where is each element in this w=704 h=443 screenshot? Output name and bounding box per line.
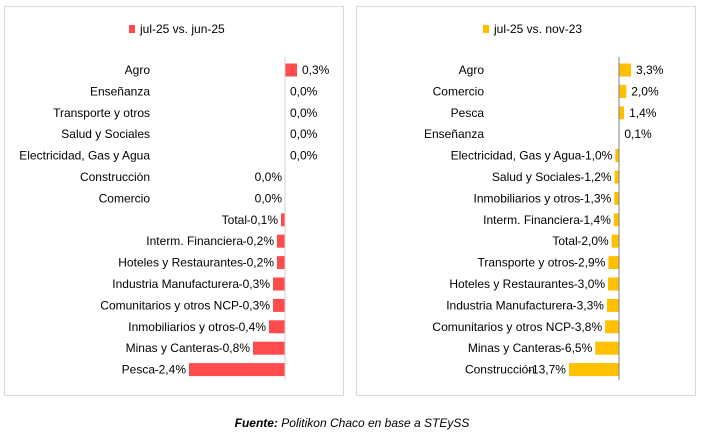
- bar: [606, 298, 619, 312]
- data-label: -13,7%: [528, 363, 566, 377]
- legend-label: jul-25 vs. jun-25: [139, 22, 225, 36]
- category-label: Comercio: [433, 84, 485, 98]
- category-label: Enseñanza: [90, 84, 150, 98]
- data-label: 0,0%: [255, 170, 283, 184]
- data-label: 0,0%: [290, 84, 318, 98]
- category-label: Minas y Canteras: [468, 341, 561, 355]
- category-label: Total: [552, 234, 577, 248]
- bar: [595, 341, 619, 355]
- category-label: Comunitarios y otros NCP: [100, 298, 239, 312]
- data-label: -0,8%: [219, 341, 251, 355]
- bar: [605, 320, 619, 334]
- data-label: 0,0%: [290, 127, 318, 141]
- data-label: 3,3%: [636, 63, 664, 77]
- bar: [608, 277, 619, 291]
- data-label: 0,0%: [290, 106, 318, 120]
- category-label: Total: [222, 213, 247, 227]
- bar: [613, 213, 619, 227]
- bar: [615, 149, 619, 163]
- data-label: 0,0%: [290, 149, 318, 163]
- legend-swatch: [129, 25, 135, 33]
- data-label: -3,0%: [574, 277, 606, 291]
- category-label: Construcción: [80, 170, 150, 184]
- category-label: Industria Manufacturera: [112, 277, 239, 291]
- category-label: Agro: [125, 63, 151, 77]
- data-label: -1,4%: [580, 213, 612, 227]
- bar-chart-right: jul-25 vs. nov-23 Agro 3,3% Comercio 2,0% Pes…: [424, 22, 664, 381]
- category-label: Pesca: [451, 106, 485, 120]
- bar: [285, 63, 297, 77]
- category-label: Hoteles y Restaurantes: [118, 256, 243, 270]
- category-label: Industria Manufacturera: [446, 298, 573, 312]
- data-label: -0,1%: [247, 213, 279, 227]
- data-label: -3,3%: [573, 298, 605, 312]
- category-label: Pesca: [122, 363, 156, 377]
- category-label: Electricidad, Gas y Agua: [451, 149, 582, 163]
- bar: [277, 256, 285, 270]
- legend-swatch: [483, 25, 489, 33]
- legend-label: jul-25 vs. nov-23: [493, 22, 582, 36]
- category-label: Inmobiliarios y otros: [474, 191, 581, 205]
- category-label: Comunitarios y otros NCP: [432, 320, 571, 334]
- category-label: Transporte y otros: [53, 106, 150, 120]
- bar-chart-left: jul-25 vs. jun-25 Agro 0,3% Enseñanza 0,0% Tr…: [19, 22, 330, 381]
- data-label: -2,4%: [155, 363, 187, 377]
- data-label: 0,1%: [624, 127, 652, 141]
- category-label: Interm. Financiera: [146, 234, 243, 248]
- bar: [568, 363, 619, 377]
- bar: [608, 256, 619, 270]
- data-label: 2,0%: [631, 84, 659, 98]
- source-note: Fuente: Politikon Chaco en base a STEySS: [0, 416, 704, 430]
- bar: [273, 277, 285, 291]
- category-label: Electricidad, Gas y Agua: [19, 149, 150, 163]
- data-label: -0,3%: [239, 298, 271, 312]
- bar: [619, 63, 632, 77]
- bar: [189, 363, 285, 377]
- data-label: -1,0%: [581, 149, 613, 163]
- source-label: Fuente:: [234, 416, 278, 430]
- category-label: Interm. Financiera: [483, 213, 580, 227]
- chart-panel-left: jul-25 vs. jun-25 Agro 0,3% Enseñanza 0,0% Tr…: [4, 6, 344, 396]
- category-label: Agro: [459, 63, 485, 77]
- bar: [619, 106, 625, 120]
- bar: [253, 341, 285, 355]
- data-label: 1,4%: [629, 106, 657, 120]
- data-label: -0,3%: [239, 277, 271, 291]
- category-label: Comercio: [99, 191, 151, 205]
- bar: [269, 320, 285, 334]
- bar: [619, 84, 627, 98]
- category-label: Salud y Sociales: [61, 127, 150, 141]
- data-label: -2,0%: [577, 234, 609, 248]
- category-label: Construcción: [465, 363, 535, 377]
- data-label: -2,9%: [574, 256, 606, 270]
- category-label: Inmobiliarios y otros: [128, 320, 235, 334]
- data-label: -6,5%: [561, 341, 593, 355]
- data-label: -0,2%: [243, 234, 275, 248]
- source-text: Politikon Chaco en base a STEySS: [277, 416, 470, 430]
- bar: [281, 213, 285, 227]
- data-label: 0,3%: [302, 63, 330, 77]
- category-label: Transporte y otros: [477, 256, 574, 270]
- data-label: 0,0%: [255, 191, 283, 205]
- bar: [614, 191, 619, 205]
- data-label: -0,2%: [243, 256, 275, 270]
- category-label: Hoteles y Restaurantes: [449, 277, 574, 291]
- data-label: -3,8%: [571, 320, 603, 334]
- bar: [611, 234, 619, 248]
- data-label: -1,2%: [580, 170, 612, 184]
- category-label: Minas y Canteras: [126, 341, 219, 355]
- bar: [273, 298, 285, 312]
- data-label: -1,3%: [580, 191, 612, 205]
- category-label: Enseñanza: [424, 127, 484, 141]
- data-label: -0,4%: [235, 320, 267, 334]
- category-label: Salud y Sociales: [492, 170, 581, 184]
- bar: [614, 170, 619, 184]
- chart-panel-right: jul-25 vs. nov-23 Agro 3,3% Comercio 2,0% Pes…: [356, 6, 696, 396]
- bar: [277, 234, 285, 248]
